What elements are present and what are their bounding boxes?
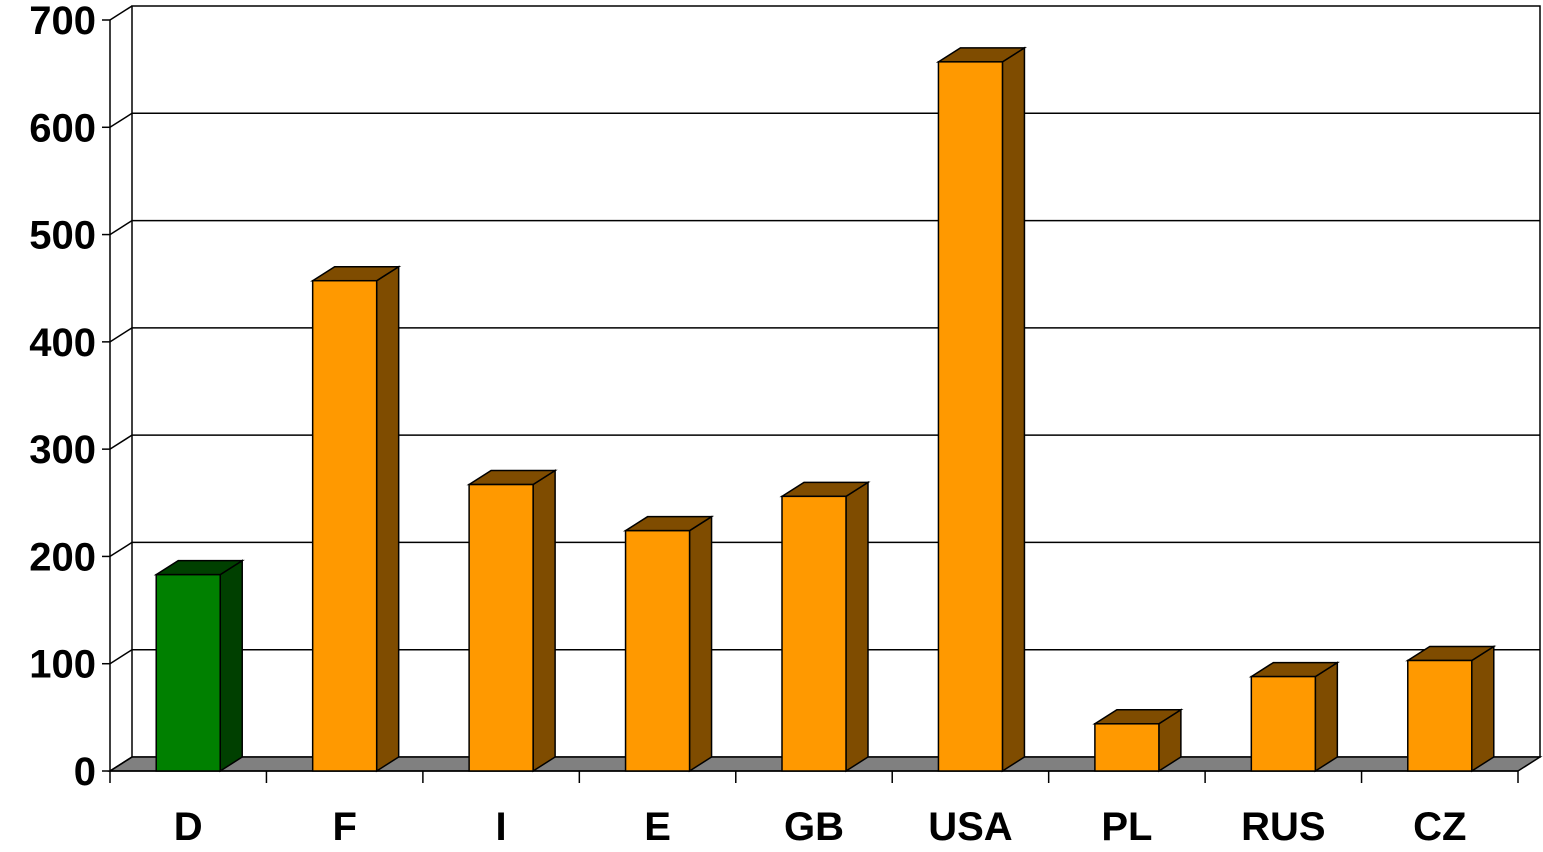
bar-side (375, 265, 400, 773)
y-axis-depth-tick (109, 5, 133, 21)
bar-d (153, 559, 245, 773)
x-axis-tick-labels: D F I E GB USA PL RUS CZ (174, 805, 1467, 849)
bar-front (155, 573, 221, 772)
y-tick-label: 200 (29, 535, 96, 579)
x-tick-label: I (496, 805, 507, 847)
y-axis-tick-labels: 0 100 200 300 400 500 600 700 (29, 0, 96, 794)
bar-side (1471, 645, 1495, 773)
y-axis-depth-tick (109, 219, 133, 236)
bar-side (1314, 661, 1339, 773)
y-axis-depth-tick (109, 112, 133, 128)
bar-front (468, 483, 534, 772)
y-tick-label: 700 (29, 0, 96, 43)
y-tick-label: 300 (29, 428, 96, 472)
x-tick-label: USA (928, 805, 1012, 847)
bars (153, 46, 1497, 773)
bar-f (310, 265, 402, 773)
x-tick-label: GB (784, 805, 844, 847)
bar-side (845, 480, 869, 773)
bar-front (311, 279, 378, 772)
bar-pl (1092, 708, 1184, 773)
y-axis-depth-tick (109, 756, 133, 772)
y-tick-label: 100 (29, 643, 96, 687)
x-tick-label: F (332, 805, 356, 847)
y-axis-depth-tick (109, 649, 133, 665)
bar-gb (779, 480, 871, 773)
bar-rus (1248, 661, 1340, 773)
x-tick-label: CZ (1413, 805, 1466, 847)
bar-i (466, 469, 558, 773)
x-tick-label: RUS (1241, 805, 1325, 847)
bar-side (219, 559, 243, 773)
y-axis-depth-tick (109, 541, 133, 558)
bar-front (937, 61, 1004, 772)
y-axis-depth-tick (109, 327, 133, 343)
bar-front (624, 529, 691, 772)
y-axis-depth-tick (109, 434, 133, 450)
y-tick-label: 600 (29, 106, 96, 150)
bar-front (781, 495, 847, 772)
x-tick-label: PL (1101, 805, 1152, 847)
bar-front (1250, 675, 1317, 772)
bar-side (532, 469, 556, 773)
bar-e (622, 515, 715, 773)
y-tick-label: 500 (29, 214, 96, 258)
bar-usa (935, 46, 1028, 773)
bar-side (688, 515, 713, 773)
bar-front (1094, 723, 1160, 772)
y-tick-label: 400 (29, 321, 96, 365)
y-tick-label: 0 (74, 750, 96, 794)
x-tick-label: D (174, 805, 203, 847)
bar-cz (1405, 645, 1497, 773)
bar-side (1001, 46, 1026, 773)
bar-front (1407, 659, 1473, 772)
x-tick-label: E (644, 805, 671, 847)
